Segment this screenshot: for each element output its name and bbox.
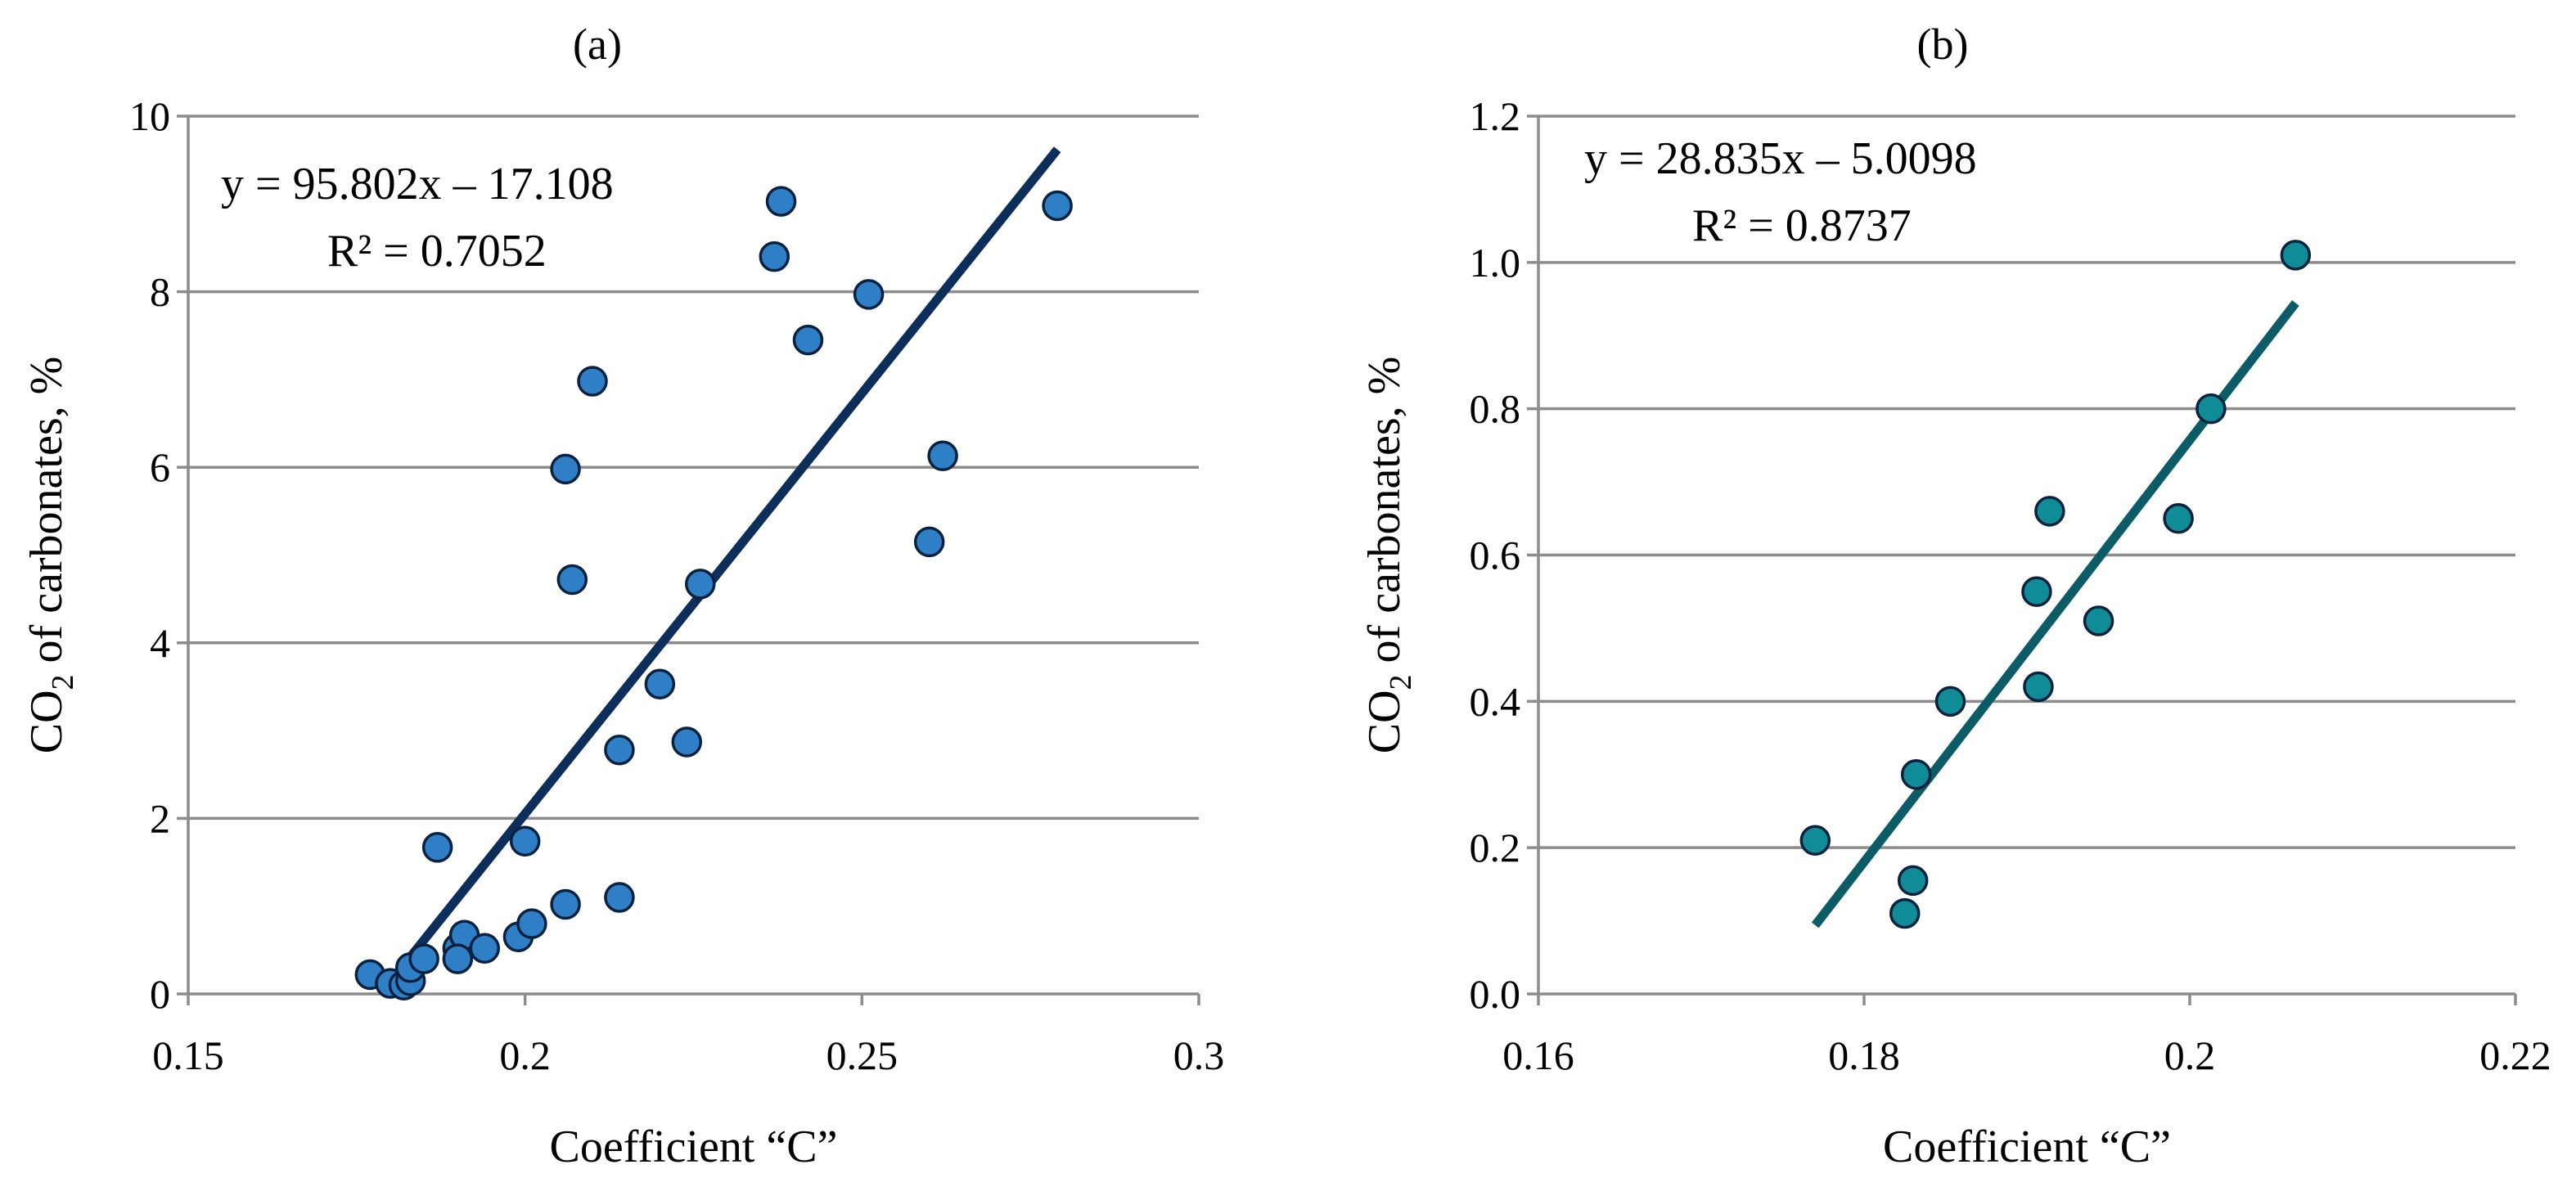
x-tick-label: 0.3 bbox=[1173, 1032, 1225, 1078]
data-point bbox=[1042, 190, 1073, 222]
x-tick-label: 0.16 bbox=[1502, 1032, 1574, 1078]
data-point bbox=[550, 453, 581, 485]
data-point bbox=[853, 279, 885, 310]
x-axis-title: Coefficient “C” bbox=[1883, 1122, 2171, 1172]
y-tick-label: 0 bbox=[150, 971, 170, 1017]
data-point bbox=[2280, 240, 2312, 271]
y-axis-title: CO2 of carbonates, % bbox=[1359, 357, 1418, 754]
data-point bbox=[684, 569, 716, 600]
data-point bbox=[556, 564, 588, 596]
data-point bbox=[408, 943, 439, 974]
data-point bbox=[2163, 503, 2194, 534]
data-point bbox=[765, 186, 797, 217]
data-point bbox=[516, 908, 547, 939]
data-point bbox=[2083, 605, 2114, 636]
y-tick-label: 0.8 bbox=[1470, 386, 1521, 432]
data-point bbox=[1934, 686, 1966, 717]
panel-label: (a) bbox=[573, 20, 622, 69]
panel-a: 0 2 4 6 8 10 0.15 0.2 0.25 0.3 (a) y = 95.802x – 17… bbox=[21, 20, 1224, 1172]
data-point bbox=[421, 832, 453, 863]
y-tick-label: 0.2 bbox=[1470, 825, 1521, 870]
panel-label: (b) bbox=[1917, 20, 1969, 69]
trendline bbox=[386, 146, 1061, 985]
y-tick-label: 2 bbox=[150, 795, 170, 841]
data-point bbox=[2021, 576, 2052, 607]
data-point bbox=[927, 440, 958, 472]
trendline-equation: y = 95.802x – 17.108 bbox=[221, 159, 614, 209]
data-point bbox=[577, 366, 608, 397]
x-axis-title: Coefficient “C” bbox=[550, 1122, 838, 1172]
x-tick-label: 0.25 bbox=[826, 1032, 898, 1078]
y-tick-label: 6 bbox=[150, 444, 170, 490]
data-point bbox=[1897, 865, 1929, 897]
data-point bbox=[550, 888, 581, 920]
y-tick-label: 0.6 bbox=[1470, 533, 1521, 578]
y-tick-label: 1.0 bbox=[1470, 240, 1521, 286]
data-point bbox=[1900, 759, 1932, 790]
data-point bbox=[1889, 897, 1921, 929]
y-tick-label: 10 bbox=[129, 93, 170, 139]
data-point bbox=[759, 241, 790, 272]
data-point bbox=[604, 734, 635, 766]
data-point bbox=[671, 726, 703, 758]
x-tick-label: 0.18 bbox=[1828, 1032, 1900, 1078]
y-axis-title: CO2 of carbonates, % bbox=[21, 357, 80, 754]
data-point bbox=[644, 668, 676, 699]
x-tick-label: 0.22 bbox=[2479, 1032, 2551, 1078]
data-point bbox=[604, 882, 635, 913]
panel-b: 0.0 0.2 0.4 0.6 0.8 1.0 1.2 0.16 0.18 0.2 0.22 (b) y… bbox=[1359, 20, 2551, 1172]
x-tick-label: 0.15 bbox=[152, 1032, 224, 1078]
data-point bbox=[469, 933, 501, 964]
trendline-equation: y = 28.835x – 5.0098 bbox=[1584, 133, 1977, 184]
y-tick-label: 1.2 bbox=[1470, 93, 1521, 139]
data-point bbox=[2023, 671, 2054, 703]
data-point bbox=[2195, 393, 2227, 425]
r-squared-label: R² = 0.7052 bbox=[327, 226, 547, 277]
x-tick-label: 0.2 bbox=[2164, 1032, 2216, 1078]
r-squared-label: R² = 0.8737 bbox=[1692, 200, 1912, 251]
y-tick-label: 0.0 bbox=[1470, 971, 1521, 1017]
data-point bbox=[792, 324, 824, 356]
data-point bbox=[1799, 825, 1831, 856]
y-tick-label: 8 bbox=[150, 269, 170, 315]
data-point bbox=[913, 526, 945, 558]
x-tick-label: 0.2 bbox=[499, 1032, 551, 1078]
y-tick-label: 4 bbox=[150, 620, 170, 666]
y-tick-label: 0.4 bbox=[1470, 678, 1521, 724]
data-point bbox=[442, 943, 474, 974]
data-point bbox=[2034, 496, 2065, 527]
trendline bbox=[1811, 299, 2299, 928]
data-point bbox=[509, 825, 541, 857]
